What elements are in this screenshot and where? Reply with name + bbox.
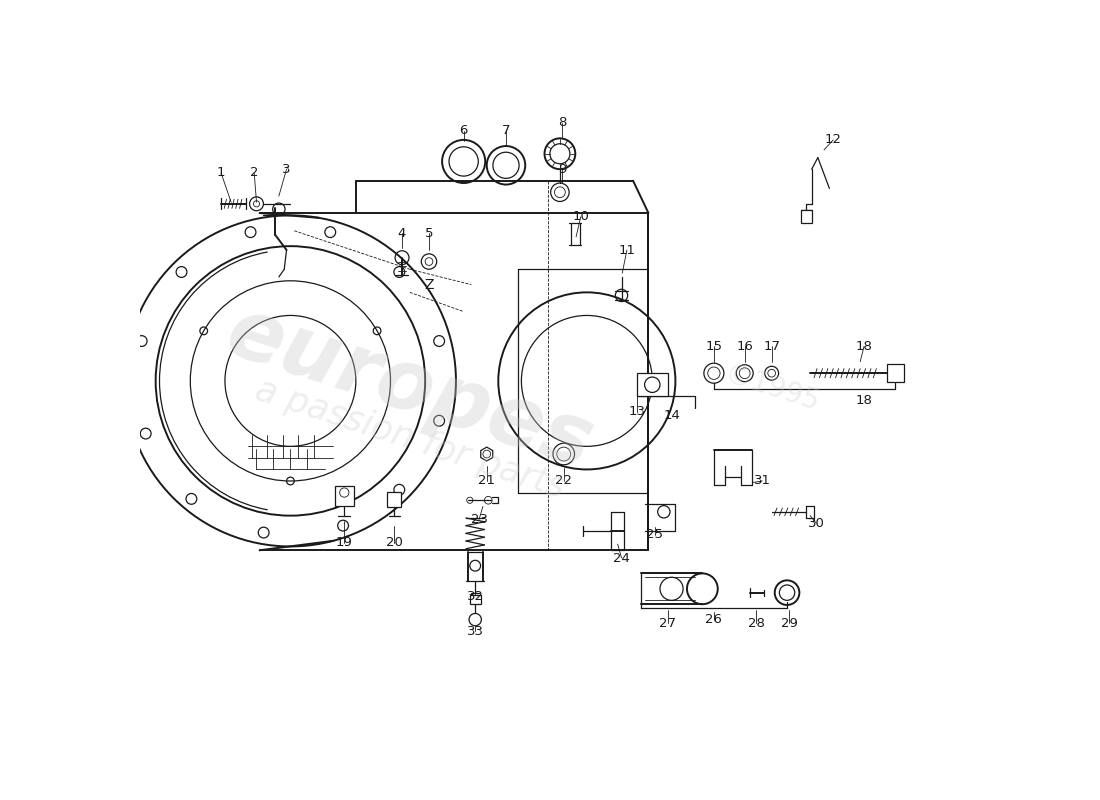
Text: Z: Z [425,278,433,292]
Bar [801,210,812,223]
Bar [637,373,668,396]
Text: 8: 8 [558,117,566,130]
Bar [387,492,402,507]
Polygon shape [481,447,493,461]
Bar [887,364,904,382]
Text: 7: 7 [502,124,510,137]
Text: 5: 5 [425,226,433,239]
Text: 10: 10 [572,210,590,223]
Text: 2: 2 [250,166,258,179]
Text: 18: 18 [856,394,872,406]
Text: 27: 27 [659,617,676,630]
Text: 25: 25 [646,529,663,542]
Bar [336,486,353,506]
Text: 32: 32 [466,590,484,603]
Text: 17: 17 [763,340,780,353]
Text: 15: 15 [705,340,723,353]
Text: 20: 20 [386,536,403,549]
Text: 6: 6 [460,124,467,137]
Text: 21: 21 [478,474,495,487]
Text: a passion for parts: a passion for parts [251,373,569,505]
Text: 16: 16 [736,340,754,353]
Text: europes: europes [217,291,603,486]
Text: ©1995: ©1995 [720,360,823,417]
Text: 19: 19 [336,536,353,549]
Text: 22: 22 [556,474,572,487]
Text: 29: 29 [781,617,798,630]
Text: 13: 13 [628,405,646,418]
Text: 31: 31 [754,474,771,487]
Text: 18: 18 [856,340,872,353]
Text: 9: 9 [558,162,566,176]
Text: 26: 26 [705,613,723,626]
Text: 28: 28 [748,617,764,630]
Text: 33: 33 [466,625,484,638]
Text: 12: 12 [825,134,842,146]
Text: 3: 3 [283,162,290,176]
Text: 23: 23 [471,513,487,526]
Text: 24: 24 [613,551,630,565]
Text: 4: 4 [398,226,406,239]
Text: 11: 11 [618,243,636,257]
Text: 14: 14 [663,409,680,422]
Text: 30: 30 [807,517,825,530]
Text: 1: 1 [217,166,226,179]
Bar [470,595,481,604]
